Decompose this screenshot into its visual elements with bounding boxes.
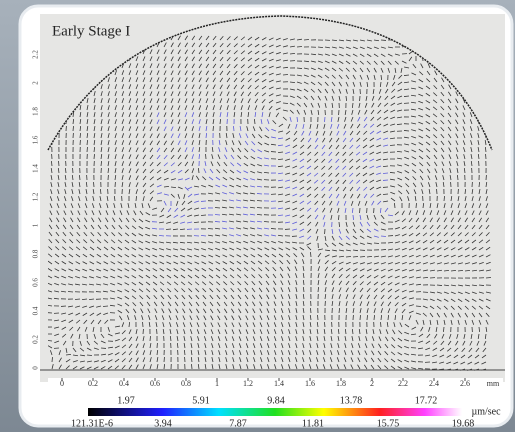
vector-arrow xyxy=(215,221,220,222)
screenshot: Early Stage I mm µm/sec 00.20.40.60.811.… xyxy=(0,0,515,432)
vector-arrow xyxy=(271,228,276,229)
vector-arrow xyxy=(394,203,395,208)
vector-arrow xyxy=(199,154,200,159)
vector-arrow xyxy=(404,130,409,131)
vector-arrow xyxy=(397,124,402,125)
colorbar-label: 11.81 xyxy=(302,418,324,429)
vector-arrow xyxy=(213,126,214,131)
colorbar-label: 5.91 xyxy=(192,395,210,406)
vector-arrow xyxy=(73,126,74,131)
vector-arrow xyxy=(297,46,302,47)
vector-arrow xyxy=(338,215,339,220)
colorbar-label: 7.87 xyxy=(229,418,247,429)
vector-arrow xyxy=(339,222,340,227)
x-tick-label: 2.2 xyxy=(398,379,408,388)
colorbar-label: 3.94 xyxy=(154,418,172,429)
y-tick-label: 0.4 xyxy=(32,306,40,315)
vector-arrow xyxy=(381,315,382,320)
x-tick-label: 2 xyxy=(370,379,374,388)
vector-arrow xyxy=(94,154,95,159)
colorbar-label: 17.72 xyxy=(415,395,438,406)
vector-arrow xyxy=(79,175,80,180)
figure: Early Stage I mm µm/sec 00.20.40.60.811.… xyxy=(0,0,515,432)
y-tick-label: 1.6 xyxy=(32,135,40,144)
figure-title: Early Stage I xyxy=(52,23,130,39)
vector-arrow xyxy=(208,228,213,229)
x-tick-label: 0.4 xyxy=(119,379,129,388)
vector-arrow xyxy=(437,285,442,286)
vector-arrow xyxy=(416,306,421,307)
vector-arrow xyxy=(103,306,108,307)
y-tick-label: 2.2 xyxy=(32,50,40,59)
vector-arrow xyxy=(390,172,395,173)
vector-arrow xyxy=(233,126,234,131)
vector-arrow xyxy=(310,308,311,313)
colorbar-label: 121.31E-6 xyxy=(71,418,113,429)
x-tick-label: 1.6 xyxy=(305,379,315,388)
x-tick-label: 1.2 xyxy=(243,379,253,388)
vector-arrow xyxy=(80,133,81,138)
vector-arrow xyxy=(150,336,151,341)
y-tick-label: 2 xyxy=(32,81,40,85)
vector-arrow xyxy=(374,315,375,320)
vector-arrow xyxy=(404,96,409,97)
x-axis-unit: mm xyxy=(487,379,500,388)
vector-arrow xyxy=(310,252,311,257)
colorbar-label: 13.78 xyxy=(340,395,363,406)
vector-arrow xyxy=(191,364,192,369)
vector-arrow xyxy=(374,243,379,244)
y-tick-label: 0.6 xyxy=(32,278,40,287)
y-tick-label: 1 xyxy=(32,223,40,227)
y-tick-label: 0.8 xyxy=(32,249,40,258)
x-tick-label: 1.4 xyxy=(274,379,284,388)
y-tick-label: 1.8 xyxy=(32,107,40,116)
y-tick-label: 0 xyxy=(32,366,40,370)
y-tick-label: 1.2 xyxy=(32,192,40,201)
vector-arrow xyxy=(353,215,354,220)
vector-arrow xyxy=(444,196,445,201)
vector-arrow xyxy=(283,103,288,104)
vector-arrow xyxy=(443,327,444,332)
vector-arrow xyxy=(136,196,137,201)
x-tick-label: 0.6 xyxy=(150,379,160,388)
x-tick-label: 1.8 xyxy=(336,379,346,388)
x-tick-label: 0.2 xyxy=(88,379,98,388)
x-tick-label: 2.4 xyxy=(429,379,439,388)
y-tick-label: 1.4 xyxy=(32,164,40,173)
colorbar-label: 15.75 xyxy=(377,418,400,429)
colorbar-label: 1.97 xyxy=(117,395,135,406)
colorbar-label: 19.68 xyxy=(452,418,475,429)
vector-arrow xyxy=(346,256,351,257)
vector-arrow xyxy=(324,322,325,327)
vector-arrow xyxy=(383,173,388,174)
colorbar-label: 9.84 xyxy=(267,395,285,406)
colorbar-unit: µm/sec xyxy=(471,406,501,417)
vector-arrow xyxy=(264,221,269,222)
vector-arrow xyxy=(360,256,365,257)
vector-arrow xyxy=(367,315,368,320)
y-tick-label: 0.2 xyxy=(32,335,40,344)
vector-arrow xyxy=(479,285,484,286)
vector-arrow xyxy=(388,315,389,320)
vector-arrow xyxy=(381,249,386,250)
vector-arrow xyxy=(257,193,262,194)
x-tick-label: 0.8 xyxy=(181,379,191,388)
x-tick-label: 2.6 xyxy=(460,379,470,388)
x-tick-label: 0 xyxy=(60,379,64,388)
vector-arrow xyxy=(215,207,220,208)
image-area xyxy=(40,14,505,382)
colorbar xyxy=(88,408,462,416)
vector-arrow xyxy=(383,194,388,195)
x-tick-label: 1 xyxy=(215,379,219,388)
